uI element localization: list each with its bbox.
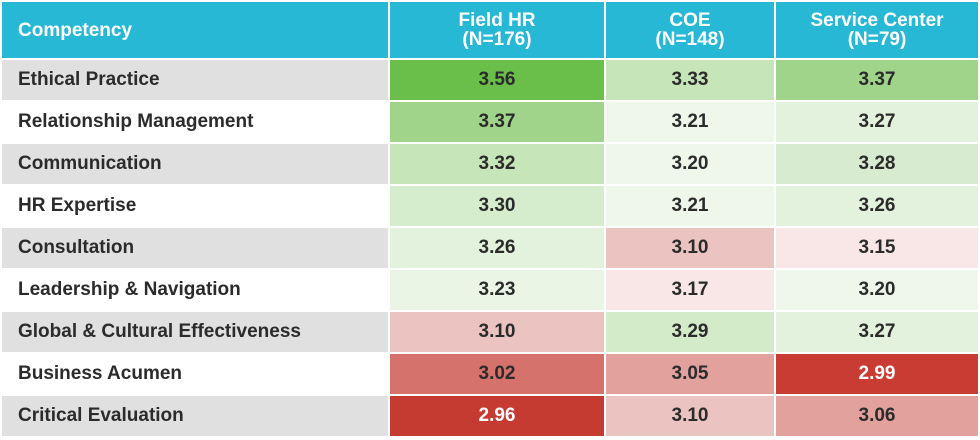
competency-cell: Leadership & Navigation <box>2 270 388 310</box>
score-cell: 3.15 <box>776 228 978 268</box>
competency-cell: Global & Cultural Effectiveness <box>2 312 388 352</box>
score-cell: 3.06 <box>776 396 978 436</box>
score-cell: 3.02 <box>390 354 604 394</box>
competency-cell: Ethical Practice <box>2 60 388 100</box>
header-cell: Competency <box>2 2 388 58</box>
score-cell: 3.26 <box>776 186 978 226</box>
score-cell: 3.10 <box>606 396 774 436</box>
score-cell: 3.05 <box>606 354 774 394</box>
table-row: Consultation 3.26 3.10 3.15 <box>2 228 978 268</box>
table-row: Ethical Practice 3.56 3.33 3.37 <box>2 60 978 100</box>
score-cell: 3.21 <box>606 102 774 142</box>
score-cell: 3.10 <box>606 228 774 268</box>
score-cell: 3.10 <box>390 312 604 352</box>
score-cell: 3.37 <box>776 60 978 100</box>
score-cell: 3.26 <box>390 228 604 268</box>
competency-cell: Consultation <box>2 228 388 268</box>
header-cell: Field HR (N=176) <box>390 2 604 58</box>
score-cell: 3.27 <box>776 102 978 142</box>
score-cell: 2.96 <box>390 396 604 436</box>
competency-cell: Communication <box>2 144 388 184</box>
competency-cell: Business Acumen <box>2 354 388 394</box>
table-row: Leadership & Navigation 3.23 3.17 3.20 <box>2 270 978 310</box>
competency-cell: Critical Evaluation <box>2 396 388 436</box>
table-row: Relationship Management 3.37 3.21 3.27 <box>2 102 978 142</box>
competency-cell: HR Expertise <box>2 186 388 226</box>
header-row: Competency Field HR (N=176) COE (N=148) Ser… <box>2 2 978 58</box>
score-cell: 3.23 <box>390 270 604 310</box>
competency-cell: Relationship Management <box>2 102 388 142</box>
table-row: Business Acumen 3.02 3.05 2.99 <box>2 354 978 394</box>
score-cell: 3.30 <box>390 186 604 226</box>
score-cell: 2.99 <box>776 354 978 394</box>
score-cell: 3.33 <box>606 60 774 100</box>
table-row: Communication 3.32 3.20 3.28 <box>2 144 978 184</box>
score-cell: 3.29 <box>606 312 774 352</box>
score-cell: 3.27 <box>776 312 978 352</box>
score-cell: 3.28 <box>776 144 978 184</box>
table-row: Global & Cultural Effectiveness 3.10 3.29 3… <box>2 312 978 352</box>
score-cell: 3.17 <box>606 270 774 310</box>
header-cell: COE (N=148) <box>606 2 774 58</box>
score-cell: 3.20 <box>606 144 774 184</box>
score-cell: 3.37 <box>390 102 604 142</box>
score-cell: 3.21 <box>606 186 774 226</box>
score-cell: 3.56 <box>390 60 604 100</box>
score-cell: 3.20 <box>776 270 978 310</box>
table-body: Ethical Practice 3.56 3.33 3.37 Relationship… <box>2 60 978 436</box>
table-row: HR Expertise 3.30 3.21 3.26 <box>2 186 978 226</box>
header-cell: Service Center (N=79) <box>776 2 978 58</box>
score-cell: 3.32 <box>390 144 604 184</box>
table-row: Critical Evaluation 2.96 3.10 3.06 <box>2 396 978 436</box>
